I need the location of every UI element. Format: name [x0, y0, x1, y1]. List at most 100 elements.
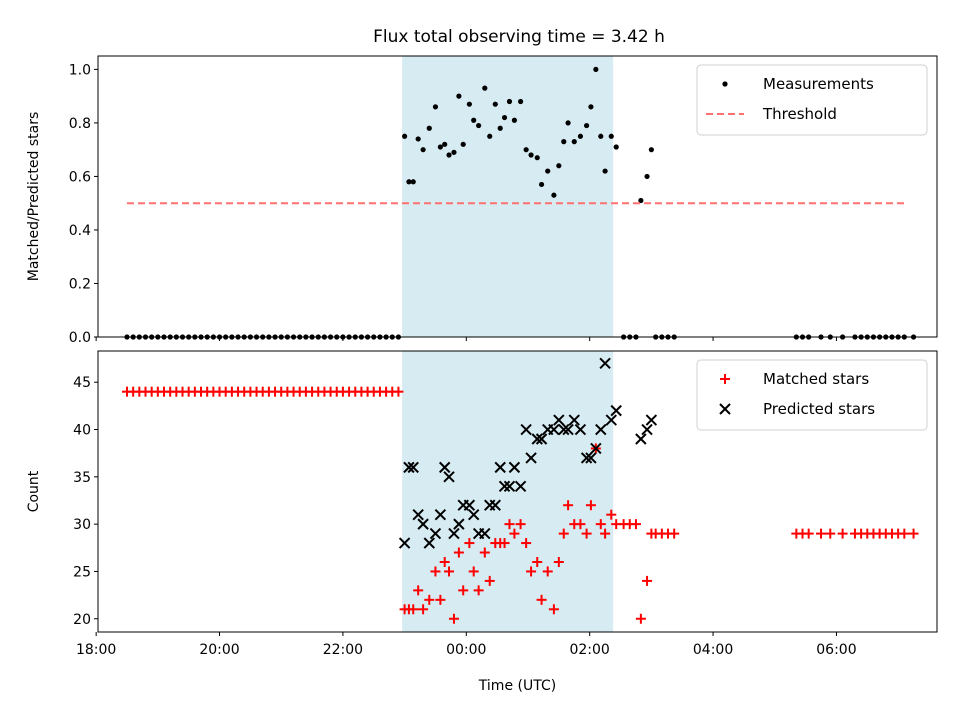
measurement-point	[556, 163, 562, 169]
top-y-ticks: 0.0 0.2 0.4 0.6 0.8 1.0	[69, 62, 98, 346]
matched-star-point	[424, 594, 435, 605]
measurement-point	[410, 179, 416, 185]
predicted-star-point	[489, 499, 501, 511]
measurement-point	[608, 133, 614, 139]
predicted-star-point	[463, 499, 476, 511]
measurement-point	[442, 141, 448, 147]
measurement-point	[565, 120, 571, 126]
predicted-star-point	[525, 452, 537, 464]
top-y-tick-label: 0.0	[69, 330, 91, 346]
measurement-point	[471, 117, 477, 123]
measurement-point	[538, 181, 545, 188]
legend-label: Threshold	[762, 105, 837, 123]
predicted-star-point	[558, 423, 570, 436]
measurement-point	[506, 98, 513, 105]
matched-star-point	[484, 575, 495, 586]
legend-label: Predicted stars	[763, 400, 875, 418]
predicted-star-point	[605, 414, 617, 426]
matched-star-point	[448, 613, 459, 624]
matched-star-point	[526, 566, 537, 577]
matched-star-point	[899, 528, 910, 539]
predicted-star-point	[574, 423, 587, 436]
predicted-star-point	[429, 527, 442, 540]
bottom-legend: Matched stars Predicted stars	[696, 359, 928, 431]
predicted-star-point	[548, 423, 560, 436]
matched-star-point	[458, 585, 469, 596]
predicted-star-point	[595, 423, 607, 436]
measurement-point	[593, 66, 599, 72]
measurement-point	[497, 125, 503, 131]
measurement-point	[415, 136, 421, 142]
matched-star-point	[669, 528, 680, 539]
matched-star-point	[908, 528, 919, 539]
matched-star-point	[393, 386, 404, 397]
top-y-tick-label: 0.6	[69, 169, 91, 185]
matched-star-point	[563, 500, 574, 511]
predicted-star-point	[423, 537, 435, 549]
chart-title: Flux total observing time = 3.42 h	[373, 27, 665, 47]
matched-star-point	[558, 528, 569, 539]
matched-star-point	[499, 538, 510, 549]
bottom-x-ticks: 18:00 20:00 22:00 00:00 02:00 04:00 06:00	[76, 632, 857, 658]
measurement-point	[460, 141, 466, 147]
matched-star-point	[630, 519, 641, 530]
measurement-point	[451, 149, 457, 155]
matched-star-point	[536, 594, 547, 605]
measurement-point	[588, 104, 594, 110]
panel-top: 0.0 0.2 0.4 0.6 0.8 1.0 Matched/Predicted sta…	[26, 55, 938, 346]
bot-legend-box	[696, 359, 928, 431]
predicted-star-point	[412, 508, 424, 521]
matched-star-point	[418, 604, 429, 615]
predicted-star-point	[453, 518, 465, 530]
legend-matched-swatch	[720, 374, 730, 384]
predicted-star-point	[438, 461, 451, 474]
matched-star-point	[606, 509, 617, 520]
measurement-point	[528, 152, 534, 158]
matched-star-point	[413, 585, 424, 596]
predicted-star-point	[553, 414, 565, 426]
matched-star-point	[521, 538, 532, 549]
bot-y-tick-label: 35	[73, 470, 91, 486]
measurement-point	[613, 144, 619, 150]
bot-y-tick-label: 25	[73, 564, 91, 580]
top-y-axis-label: Matched/Predicted stars	[26, 112, 42, 282]
matched-star-point	[408, 604, 419, 615]
bottom-y-axis-label: Count	[26, 470, 42, 512]
top-shaded-span	[402, 56, 614, 337]
x-tick-label: 22:00	[323, 642, 363, 658]
measurement-point	[446, 152, 452, 158]
measurement-point	[406, 179, 412, 185]
measurement-point	[456, 93, 462, 99]
matched-star-point	[532, 556, 543, 567]
top-legend-box	[696, 64, 928, 136]
measurement-point	[583, 122, 590, 129]
matched-star-point	[464, 538, 475, 549]
measurement-point	[492, 101, 498, 107]
measurement-point	[517, 98, 524, 105]
measurement-point	[644, 173, 650, 180]
measurement-point	[437, 144, 443, 150]
predicted-star-point	[434, 508, 447, 521]
predicted-star-point	[479, 527, 491, 540]
measurement-point	[577, 133, 584, 139]
predicted-star-point	[443, 471, 455, 483]
predicted-star-point	[467, 508, 480, 521]
measurement-point	[432, 104, 439, 110]
matched-star-point	[504, 519, 515, 530]
legend-measurement-swatch	[722, 81, 728, 87]
legend-label: Measurements	[763, 75, 874, 93]
predicted-star-point	[498, 480, 511, 493]
top-y-tick-label: 0.8	[69, 116, 91, 132]
x-tick-label: 02:00	[569, 642, 609, 658]
matched-star-point	[430, 566, 441, 577]
predicted-star-point	[580, 452, 593, 464]
matched-star-point	[468, 566, 479, 577]
top-axes-frame	[97, 55, 938, 338]
matched-star-point	[581, 528, 592, 539]
predicted-star-point	[535, 433, 548, 445]
matched-star-point	[542, 566, 553, 577]
matched-star-point	[803, 528, 814, 539]
x-tick-label: 00:00	[446, 642, 486, 658]
matched-star-point	[479, 547, 490, 558]
measurement-point	[501, 114, 508, 121]
